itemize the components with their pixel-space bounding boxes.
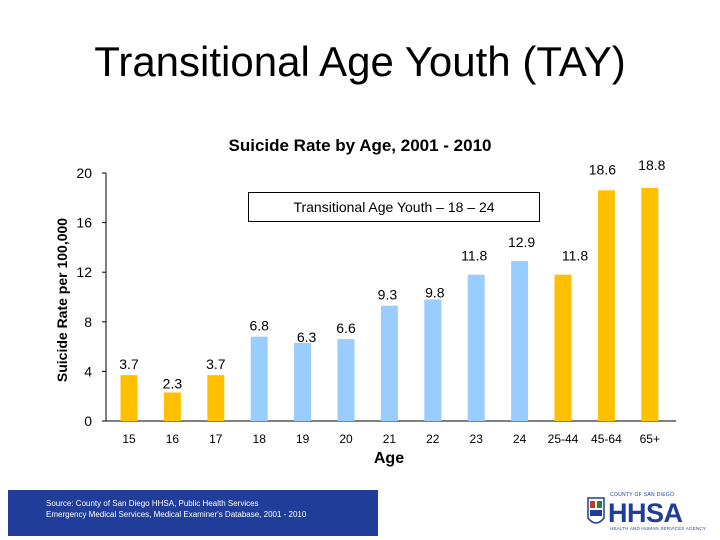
- data-label: 18.8: [638, 157, 665, 173]
- x-tick-label: 17: [209, 432, 223, 446]
- y-tick-label: 20: [76, 165, 92, 181]
- data-label: 6.8: [249, 318, 269, 334]
- x-tick-label: 24: [513, 432, 527, 446]
- x-tick-label: 45-64: [591, 432, 622, 446]
- data-label: 11.8: [461, 248, 487, 264]
- bar: [597, 190, 615, 421]
- bar: [467, 274, 485, 421]
- logo-agency-text: HEALTH AND HUMAN SERVICES AGENCY: [610, 526, 707, 531]
- logo-county-text: COUNTY OF SAN DIEGO: [610, 492, 675, 498]
- county-seal-icon: [587, 497, 605, 524]
- bar: [511, 261, 529, 421]
- x-tick-label: 21: [383, 432, 397, 446]
- y-tick-label: 12: [76, 264, 92, 280]
- hhsa-logo: COUNTY OF SAN DIEGO HHSA HEALTH AND HUMA…: [582, 492, 710, 536]
- data-label: 2.3: [163, 375, 183, 391]
- bar: [424, 299, 442, 421]
- x-tick-label: 16: [166, 432, 180, 446]
- data-label: 12.9: [508, 234, 535, 250]
- source-line-1: Source: County of San Diego HHSA, Public…: [46, 499, 259, 508]
- bar: [120, 375, 138, 421]
- chart-bars: [120, 187, 659, 421]
- x-tick-label: 18: [253, 432, 267, 446]
- logo-name: HHSA: [608, 498, 683, 528]
- tay-annotation: Transitional Age Youth – 18 – 24: [248, 192, 540, 222]
- bar: [163, 392, 181, 421]
- chart-title: Suicide Rate by Age, 2001 - 2010: [228, 136, 492, 155]
- bar: [250, 336, 268, 421]
- data-label: 11.8: [562, 248, 588, 264]
- data-label: 3.7: [119, 356, 139, 372]
- x-tick-label: 19: [296, 432, 310, 446]
- data-label: 6.3: [297, 329, 317, 345]
- chart-labels: 3.7 15 2.3 16 3.7 17 6.8 18 6.3 19 6.6 20 9.3 21 9.8 22…: [119, 157, 665, 446]
- x-tick-label: 25-44: [548, 432, 579, 446]
- x-tick-label: 15: [122, 432, 136, 446]
- x-tick-label: 22: [426, 432, 440, 446]
- data-label: 18.6: [589, 161, 616, 177]
- bar: [641, 187, 659, 421]
- y-tick-label: 4: [84, 363, 92, 379]
- source-line-2: Emergency Medical Services, Medical Exam…: [46, 510, 307, 519]
- bar: [554, 274, 572, 421]
- bar: [337, 339, 355, 421]
- data-label: 9.8: [425, 284, 445, 300]
- slide-title: Transitional Age Youth (TAY): [94, 38, 626, 85]
- x-tick-label: 23: [470, 432, 484, 446]
- y-tick-label: 0: [84, 413, 92, 429]
- data-label: 9.3: [378, 287, 398, 303]
- bar: [294, 342, 312, 421]
- y-tick-label: 16: [76, 215, 92, 231]
- bar: [207, 375, 225, 421]
- y-tick-label: 8: [84, 314, 92, 330]
- bar: [380, 305, 398, 421]
- data-label: 6.6: [336, 320, 356, 336]
- x-tick-label: 20: [339, 432, 353, 446]
- data-label: 3.7: [206, 356, 226, 372]
- source-note: Source: County of San Diego HHSA, Public…: [8, 490, 378, 536]
- x-tick-label: 65+: [640, 432, 660, 446]
- x-axis-label: Age: [374, 450, 404, 467]
